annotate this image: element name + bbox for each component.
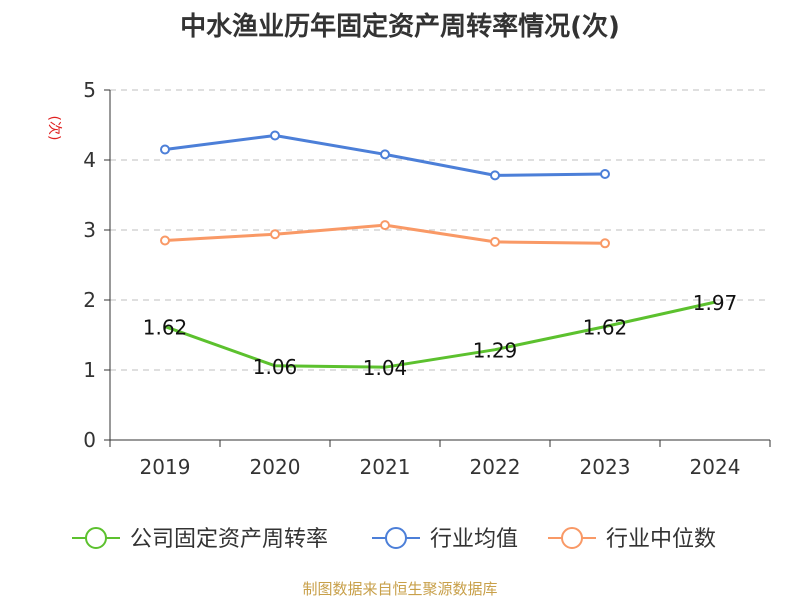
legend-label: 公司固定资产周转率 <box>130 527 328 552</box>
series-line <box>164 300 716 369</box>
legend-marker <box>385 527 407 549</box>
legend-item: 行业中位数 <box>548 527 716 552</box>
series-0: 1.62 1.06 1.04 1.29 1.62 1.97 <box>143 291 738 380</box>
data-point <box>160 144 170 155</box>
y-tick-label: 3 <box>83 218 96 242</box>
series-1 <box>160 130 610 181</box>
data-point <box>490 170 500 181</box>
legend-item: 行业均值 <box>372 527 518 552</box>
data-point <box>160 235 170 246</box>
grid-lines <box>110 89 770 371</box>
legend-label: 行业均值 <box>430 527 518 552</box>
x-tick-label: 2022 <box>470 455 521 479</box>
x-tick-label: 2019 <box>140 455 191 479</box>
y-tick-label: 4 <box>83 148 96 172</box>
legend-label: 行业中位数 <box>606 527 716 552</box>
data-label: 1.06 <box>253 355 298 379</box>
x-tick-label: 2021 <box>360 455 411 479</box>
data-point <box>380 149 390 160</box>
y-tick-label: 0 <box>83 428 96 452</box>
legend-marker <box>85 527 107 549</box>
chart-title: 中水渔业历年固定资产周转率情况(次) <box>180 12 620 42</box>
data-label: 1.97 <box>693 291 738 315</box>
data-point <box>600 169 610 179</box>
data-label: 1.62 <box>143 316 188 340</box>
data-label: 1.04 <box>363 356 408 380</box>
x-tick-label: 2020 <box>250 455 301 479</box>
y-tick-label: 2 <box>83 288 96 312</box>
y-tick-label: 5 <box>83 78 96 102</box>
data-label: 1.62 <box>583 316 628 340</box>
data-point <box>600 238 610 249</box>
y-axis-label: (次) <box>46 116 62 141</box>
data-point <box>380 220 390 231</box>
axes: 0 1 2 3 4 5 2019 2020 2021 2022 2023 2024 <box>83 78 771 479</box>
legend-item: 公司固定资产周转率 <box>72 527 328 552</box>
source-note: 制图数据来自恒生聚源数据库 <box>302 580 498 598</box>
x-tick-label: 2024 <box>690 455 741 479</box>
series: 1.62 1.06 1.04 1.29 1.62 1.97 <box>143 130 738 380</box>
legend-marker <box>561 527 583 549</box>
legend: 公司固定资产周转率 行业均值 行业中位数 <box>72 527 716 552</box>
data-point <box>270 229 280 240</box>
y-tick-label: 1 <box>83 358 96 382</box>
data-point <box>490 236 500 247</box>
x-tick-label: 2023 <box>580 455 631 479</box>
data-point <box>270 130 280 141</box>
data-label: 1.29 <box>473 339 518 363</box>
series-2 <box>160 220 610 249</box>
